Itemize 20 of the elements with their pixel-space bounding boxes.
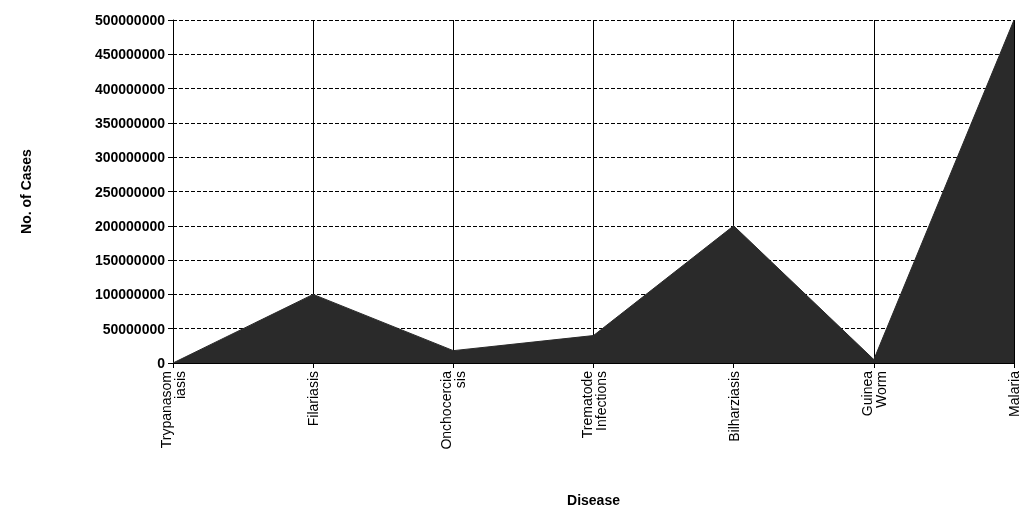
y-tick-label: 400000000 bbox=[94, 80, 166, 97]
y-tick-label: 500000000 bbox=[94, 12, 166, 28]
x-tick-label: Guinea Worm bbox=[858, 370, 889, 417]
y-tick-label: 200000000 bbox=[94, 217, 166, 234]
y-tick-label: 450000000 bbox=[94, 46, 166, 63]
x-axis-title: Disease bbox=[567, 492, 621, 508]
x-tick-label: Trypanasom iasis bbox=[158, 371, 188, 449]
x-tick-label: Filariasis bbox=[305, 371, 322, 427]
x-tick-label: Bilharziasis bbox=[725, 371, 742, 442]
y-tick-label: 150000000 bbox=[94, 252, 166, 269]
x-tick-label: Trematode Infections bbox=[578, 370, 609, 439]
y-tick-label: 300000000 bbox=[94, 149, 166, 166]
y-tick-label: 100000000 bbox=[94, 286, 166, 303]
x-tick-label: Onchocercia sis bbox=[438, 370, 469, 450]
y-tick-label: 250000000 bbox=[94, 183, 166, 200]
y-tick-label: 350000000 bbox=[94, 114, 166, 131]
y-axis-title: No. of Cases bbox=[18, 148, 34, 234]
y-tick-label: 50000000 bbox=[102, 320, 166, 337]
x-tick-label: Malaria bbox=[1006, 370, 1022, 417]
y-tick-label: 0 bbox=[157, 355, 166, 371]
